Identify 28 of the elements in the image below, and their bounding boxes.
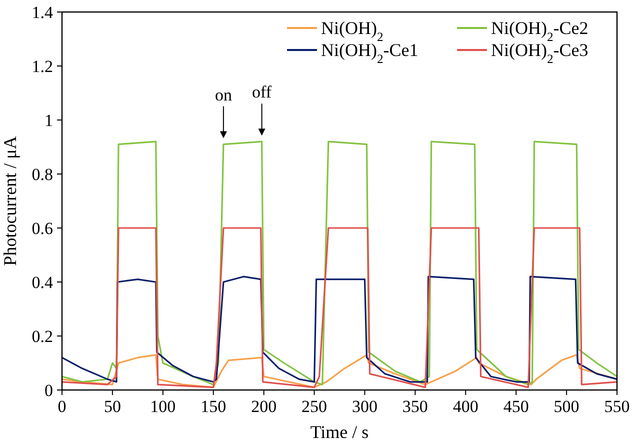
x-tick-label: 500 [554,397,580,416]
y-tick-label: 1.4 [32,3,54,22]
x-tick-label: 450 [503,397,529,416]
x-tick-label: 50 [104,397,121,416]
line-series [61,276,618,383]
x-tick-label: 350 [402,397,428,416]
x-tick-label: 200 [251,397,277,416]
x-tick-label: 100 [150,397,176,416]
x-tick-label: 550 [604,397,630,416]
line-series [61,354,618,388]
x-tick-label: 150 [200,397,226,416]
y-tick-label: 0.2 [32,327,53,346]
line-series [61,140,618,386]
y-tick-label: 0.8 [32,165,53,184]
y-tick-label: 0.4 [32,273,54,292]
x-tick-label: 0 [58,397,66,416]
x-tick-label: 300 [352,397,378,416]
y-tick-label: 0.6 [32,219,53,238]
line-series [61,227,618,388]
x-axis-title: Time / s [310,422,369,442]
x-tick-label: 400 [452,397,478,416]
annotation: off [252,82,272,102]
annotation: on [214,85,232,104]
y-tick-label: 0 [44,381,53,400]
y-tick-label: 1 [44,111,53,130]
x-tick-label: 250 [302,397,328,416]
y-tick-label: 1.2 [32,57,53,76]
y-axis-title: Photocurrent / μA [0,136,20,266]
